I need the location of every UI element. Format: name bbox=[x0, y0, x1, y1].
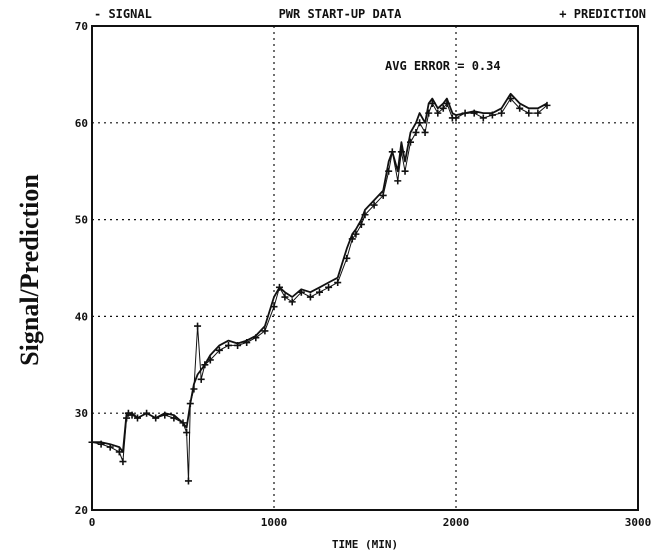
y-tick-label: 40 bbox=[75, 310, 88, 323]
series-prediction bbox=[88, 95, 551, 485]
legend-signal: - SIGNAL bbox=[94, 7, 152, 21]
prediction-trace bbox=[91, 97, 548, 482]
avg-error-annotation: AVG ERROR = 0.34 bbox=[385, 59, 501, 73]
x-tick-label: 1000 bbox=[261, 516, 288, 529]
y-tick-label: 30 bbox=[75, 407, 88, 420]
prediction-point bbox=[119, 458, 127, 466]
prediction-point bbox=[252, 334, 260, 342]
prediction-point bbox=[97, 440, 105, 448]
prediction-point bbox=[161, 411, 169, 419]
prediction-point bbox=[243, 339, 251, 347]
prediction-point bbox=[525, 109, 533, 117]
prediction-point bbox=[516, 104, 524, 112]
prediction-point bbox=[206, 356, 214, 364]
prediction-point bbox=[352, 230, 360, 238]
prediction-point bbox=[170, 414, 178, 422]
prediction-point bbox=[123, 414, 131, 422]
prediction-point bbox=[434, 109, 442, 117]
prediction-point bbox=[215, 346, 223, 354]
prediction-point bbox=[316, 288, 323, 296]
prediction-point bbox=[281, 293, 289, 301]
y-tick-label: 60 bbox=[75, 117, 88, 130]
prediction-point bbox=[425, 109, 433, 117]
prediction-point bbox=[348, 235, 356, 243]
signal-line bbox=[92, 92, 548, 453]
prediction-point bbox=[183, 429, 191, 437]
prediction-point bbox=[179, 419, 187, 427]
prediction-point bbox=[297, 288, 305, 296]
prediction-point bbox=[197, 375, 205, 383]
prediction-point bbox=[288, 298, 296, 306]
prediction-point bbox=[134, 414, 141, 422]
prediction-point bbox=[470, 109, 478, 117]
prediction-point bbox=[361, 211, 369, 219]
chart-title: PWR START-UP DATA bbox=[279, 7, 403, 21]
x-tick-label: 3000 bbox=[625, 516, 652, 529]
y-tick-labels: 20 30 40 50 60 70 bbox=[75, 20, 88, 517]
legend-prediction: + PREDICTION bbox=[559, 7, 646, 21]
grid-lines bbox=[92, 26, 638, 510]
prediction-point bbox=[388, 148, 396, 156]
prediction-point bbox=[225, 341, 232, 349]
y-axis-label: Signal/Prediction bbox=[15, 174, 44, 366]
prediction-point bbox=[543, 101, 551, 109]
prediction-point bbox=[401, 167, 409, 175]
x-axis-label: TIME (MIN) bbox=[332, 538, 398, 551]
prediction-point bbox=[461, 109, 469, 117]
prediction-point bbox=[261, 327, 269, 335]
prediction-point bbox=[190, 385, 198, 393]
prediction-point bbox=[416, 119, 424, 127]
y-tick-label: 50 bbox=[75, 214, 88, 227]
prediction-point bbox=[479, 114, 487, 122]
prediction-point bbox=[407, 138, 414, 146]
prediction-point bbox=[498, 109, 505, 117]
prediction-point bbox=[343, 254, 351, 262]
prediction-point bbox=[439, 104, 447, 112]
prediction-point bbox=[443, 99, 451, 107]
x-tick-labels: 0 1000 2000 3000 bbox=[89, 516, 652, 529]
plot-frame bbox=[91, 25, 639, 511]
x-tick-label: 2000 bbox=[443, 516, 470, 529]
prediction-point bbox=[106, 443, 114, 451]
prediction-point bbox=[128, 411, 136, 419]
prediction-point bbox=[421, 128, 429, 136]
prediction-point bbox=[379, 191, 387, 199]
prediction-point bbox=[201, 361, 209, 369]
prediction-point bbox=[194, 322, 202, 330]
prediction-point bbox=[534, 109, 542, 117]
prediction-point bbox=[397, 148, 405, 156]
prediction-point bbox=[275, 283, 283, 291]
prediction-point bbox=[186, 400, 194, 408]
x-tick-label: 0 bbox=[89, 516, 96, 529]
prediction-point bbox=[334, 279, 342, 287]
prediction-point bbox=[152, 414, 160, 422]
prediction-point bbox=[306, 293, 314, 301]
prediction-point bbox=[143, 409, 151, 417]
y-tick-label: 70 bbox=[75, 20, 88, 33]
prediction-point bbox=[270, 303, 278, 311]
prediction-point bbox=[357, 220, 365, 228]
prediction-point bbox=[412, 128, 420, 136]
prediction-point bbox=[394, 177, 402, 185]
prediction-point bbox=[488, 111, 496, 119]
prediction-point bbox=[325, 283, 333, 291]
prediction-point bbox=[370, 201, 378, 209]
series-signal bbox=[92, 92, 548, 453]
prediction-point bbox=[115, 448, 123, 456]
prediction-point bbox=[452, 114, 460, 122]
prediction-point bbox=[507, 95, 515, 103]
y-tick-label: 20 bbox=[75, 504, 88, 517]
prediction-point bbox=[184, 477, 192, 485]
prediction-point bbox=[428, 99, 436, 107]
prediction-point bbox=[124, 409, 132, 417]
prediction-point bbox=[234, 341, 242, 349]
prediction-point bbox=[385, 167, 393, 175]
